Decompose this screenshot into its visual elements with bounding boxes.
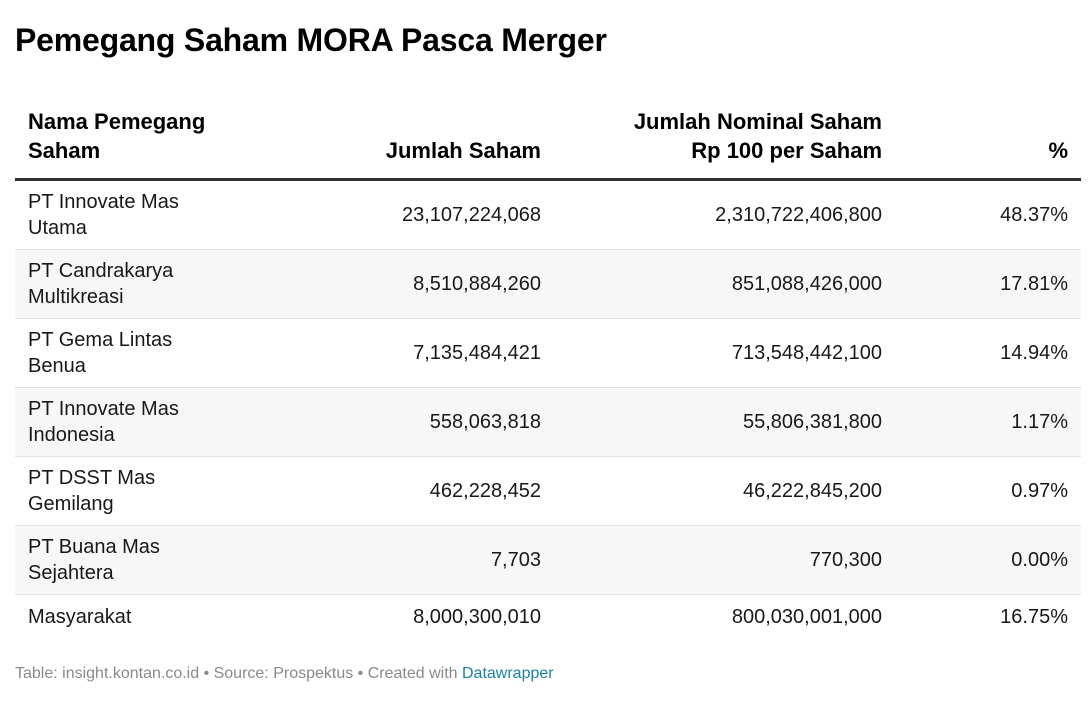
cell-percentage: 14.94% [895, 318, 1081, 388]
cell-percentage: 1.17% [895, 387, 1081, 457]
footer-credits: Table: insight.kontan.co.id • Source: Pr… [15, 665, 554, 683]
cell-shareholder-name: PT Buana Mas Sejahtera [15, 525, 225, 595]
cell-share-count: 462,228,452 [225, 456, 554, 526]
cell-shareholder-name: PT Innovate Mas Indonesia [15, 387, 225, 457]
cell-shareholder-name: PT Candrakarya Multikreasi [15, 249, 225, 319]
chart-title: Pemegang Saham MORA Pasca Merger [15, 22, 607, 58]
cell-nominal-value: 851,088,426,000 [554, 249, 895, 319]
cell-nominal-value: 770,300 [554, 525, 895, 595]
column-header-shares[interactable]: Jumlah Saham [225, 102, 554, 181]
cell-shareholder-name: PT DSST Mas Gemilang [15, 456, 225, 526]
cell-share-count: 23,107,224,068 [225, 179, 554, 250]
table-body: PT Innovate Mas Utama 23,107,224,068 2,310… [15, 179, 1081, 639]
cell-share-count: 8,510,884,260 [225, 249, 554, 319]
cell-percentage: 48.37% [895, 179, 1081, 250]
column-header-name[interactable]: Nama Pemegang Saham [15, 102, 225, 181]
footer-text: Table: insight.kontan.co.id • Source: Pr… [15, 665, 462, 682]
table-row: PT Innovate Mas Indonesia 558,063,818 55,8… [15, 387, 1081, 457]
column-header-nominal[interactable]: Jumlah Nominal Saham Rp 100 per Saham [554, 102, 895, 181]
cell-nominal-value: 713,548,442,100 [554, 318, 895, 388]
cell-percentage: 0.97% [895, 456, 1081, 526]
cell-shareholder-name: PT Innovate Mas Utama [15, 179, 225, 250]
column-header-nominal-line1: Jumlah Nominal Saham [633, 109, 882, 134]
cell-nominal-value: 55,806,381,800 [554, 387, 895, 457]
cell-share-count: 558,063,818 [225, 387, 554, 457]
cell-percentage: 16.75% [1000, 605, 1068, 628]
table-row: PT DSST Mas Gemilang 462,228,452 46,222,84… [15, 456, 1081, 526]
column-header-percent[interactable]: % [895, 102, 1081, 181]
cell-nominal-value: 46,222,845,200 [554, 456, 895, 526]
cell-percentage: 17.81% [895, 249, 1081, 319]
cell-shareholder-name: Masyarakat [28, 605, 132, 628]
datawrapper-link[interactable]: Datawrapper [462, 665, 554, 682]
table-row: PT Buana Mas Sejahtera 7,703 770,300 0.00% [15, 525, 1081, 595]
column-header-shares-line2: Jumlah Saham [385, 138, 541, 163]
column-header-name-line2: Saham [28, 138, 101, 163]
cell-percentage: 0.00% [895, 525, 1081, 595]
table-row: Masyarakat 8,000,300,010 800,030,001,000 16… [15, 595, 1081, 639]
cell-nominal-value: 2,310,722,406,800 [554, 179, 895, 250]
cell-share-count: 8,000,300,010 [413, 605, 541, 628]
table-row: PT Candrakarya Multikreasi 8,510,884,260 8… [15, 249, 1081, 319]
cell-shareholder-name: PT Gema Lintas Benua [15, 318, 225, 388]
table-row: PT Innovate Mas Utama 23,107,224,068 2,310… [15, 179, 1081, 250]
cell-share-count: 7,703 [225, 525, 554, 595]
column-header-nominal-line2: Rp 100 per Saham [691, 138, 882, 163]
column-header-name-line1: Nama Pemegang [28, 109, 206, 134]
cell-share-count: 7,135,484,421 [225, 318, 554, 388]
column-header-percent-line2: % [1048, 138, 1068, 163]
shareholder-table: Nama Pemegang Saham Jumlah Saham Jumlah … [15, 102, 1081, 639]
cell-nominal-value: 800,030,001,000 [731, 605, 882, 628]
table-header-row: Nama Pemegang Saham Jumlah Saham Jumlah … [15, 102, 1081, 181]
table-row: PT Gema Lintas Benua 7,135,484,421 713,548… [15, 318, 1081, 388]
